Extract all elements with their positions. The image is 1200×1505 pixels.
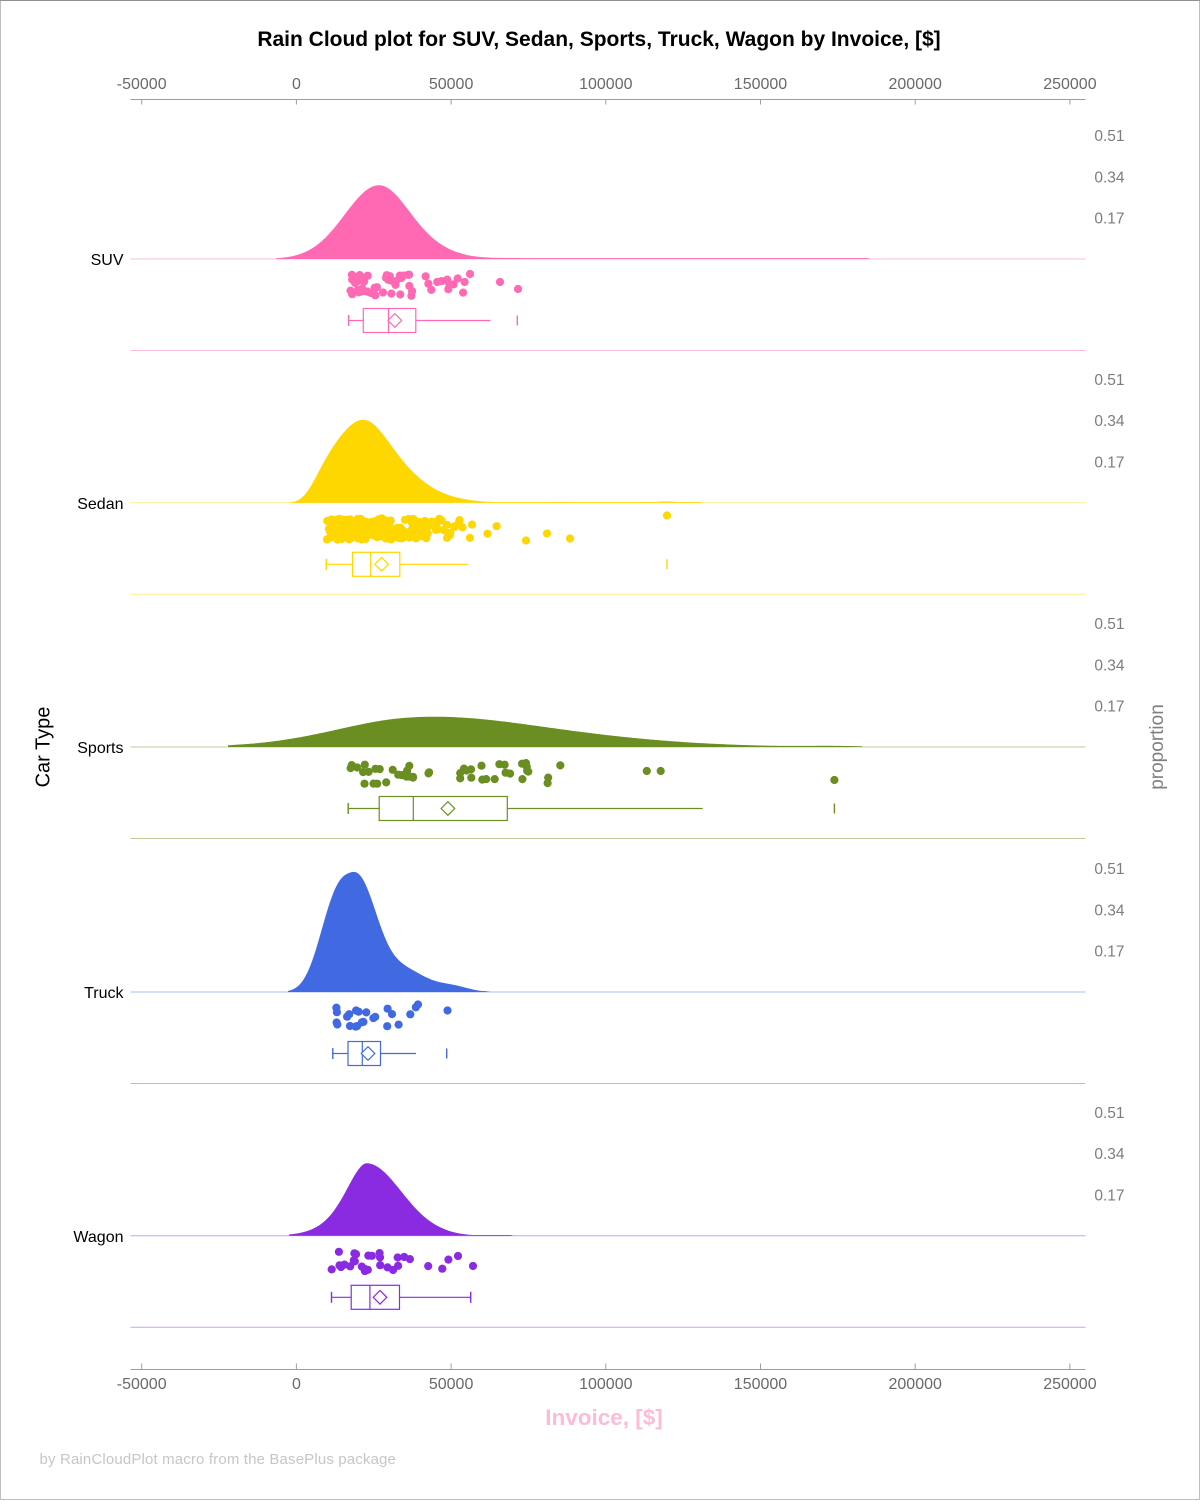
svg-text:Wagon: Wagon: [73, 1229, 123, 1246]
svg-text:0.17: 0.17: [1094, 944, 1124, 961]
svg-text:50000: 50000: [429, 1376, 474, 1393]
svg-text:0.34: 0.34: [1094, 169, 1125, 186]
svg-text:250000: 250000: [1043, 76, 1096, 93]
svg-text:0.51: 0.51: [1094, 1105, 1124, 1122]
svg-text:150000: 150000: [734, 1376, 787, 1393]
svg-text:0.51: 0.51: [1094, 128, 1124, 145]
svg-text:Rain Cloud plot for SUV, Sedan: Rain Cloud plot for SUV, Sedan, Sports, …: [257, 28, 940, 51]
svg-text:0.34: 0.34: [1094, 657, 1125, 674]
svg-text:0: 0: [292, 76, 301, 93]
svg-text:100000: 100000: [579, 1376, 632, 1393]
svg-text:SUV: SUV: [91, 252, 124, 269]
svg-text:Truck: Truck: [84, 985, 124, 1002]
svg-text:0.34: 0.34: [1094, 902, 1125, 919]
svg-text:0.51: 0.51: [1094, 861, 1124, 878]
svg-text:-50000: -50000: [117, 1376, 167, 1393]
svg-text:0.17: 0.17: [1094, 1187, 1124, 1204]
svg-text:0.17: 0.17: [1094, 211, 1124, 228]
svg-text:proportion: proportion: [1147, 704, 1168, 790]
svg-text:200000: 200000: [889, 1376, 942, 1393]
svg-text:100000: 100000: [579, 76, 632, 93]
svg-text:by RainCloudPlot macro from th: by RainCloudPlot macro from the BasePlus…: [40, 1451, 397, 1468]
svg-text:Sedan: Sedan: [77, 496, 123, 513]
svg-text:150000: 150000: [734, 76, 787, 93]
svg-text:250000: 250000: [1043, 1376, 1096, 1393]
svg-text:0.51: 0.51: [1094, 616, 1124, 633]
svg-text:Sports: Sports: [77, 740, 123, 757]
svg-text:0.51: 0.51: [1094, 372, 1124, 389]
svg-text:Car Type: Car Type: [33, 707, 55, 788]
svg-text:0.34: 0.34: [1094, 1146, 1125, 1163]
svg-text:0.34: 0.34: [1094, 413, 1125, 430]
svg-text:50000: 50000: [429, 76, 474, 93]
svg-text:Invoice, [$]: Invoice, [$]: [545, 1405, 663, 1430]
svg-text:0: 0: [292, 1376, 301, 1393]
svg-text:0.17: 0.17: [1094, 454, 1124, 471]
svg-text:200000: 200000: [889, 76, 942, 93]
svg-text:0.17: 0.17: [1094, 699, 1124, 716]
svg-text:-50000: -50000: [117, 76, 167, 93]
